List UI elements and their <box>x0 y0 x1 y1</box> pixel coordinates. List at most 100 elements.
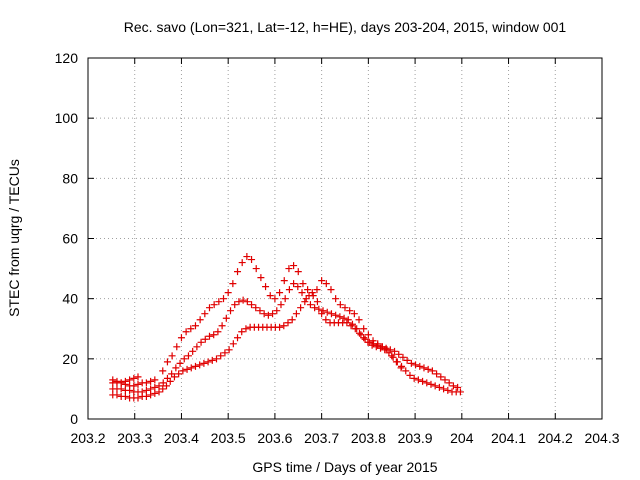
data-point <box>424 365 432 373</box>
data-point <box>416 362 424 370</box>
data-point <box>197 338 205 346</box>
data-point <box>260 310 268 318</box>
data-point <box>179 367 187 375</box>
data-point <box>238 259 246 267</box>
data-point <box>117 379 125 387</box>
x-tick-label: 203.5 <box>211 430 246 446</box>
data-point <box>155 388 163 396</box>
data-point <box>187 325 195 333</box>
data-point <box>315 305 323 313</box>
data-point <box>142 379 150 387</box>
y-tick-label: 20 <box>62 351 78 367</box>
chart-title: Rec. savo (Lon=321, Lat=-12, h=HE), days… <box>124 19 567 35</box>
data-point <box>225 346 233 354</box>
data-point <box>176 359 184 367</box>
data-point <box>215 298 223 306</box>
data-point <box>220 295 228 303</box>
data-point <box>273 307 281 315</box>
data-point <box>210 331 218 339</box>
data-point <box>147 385 155 393</box>
data-point <box>200 359 208 367</box>
data-point <box>117 385 125 393</box>
data-point <box>412 361 420 369</box>
data-point <box>266 292 274 300</box>
data-point <box>227 307 235 315</box>
data-point <box>142 386 150 394</box>
grid <box>88 58 602 419</box>
data-point <box>327 286 335 294</box>
data-point <box>284 319 292 327</box>
data-point <box>392 358 400 366</box>
data-point <box>196 361 204 369</box>
data-point <box>302 295 310 303</box>
data-point <box>218 322 226 330</box>
x-tick-label: 203.9 <box>398 430 433 446</box>
data-points <box>109 253 464 402</box>
axis-ticks <box>87 57 603 420</box>
data-point <box>437 373 445 381</box>
data-point <box>168 352 176 360</box>
data-point <box>301 298 309 306</box>
data-point <box>281 295 289 303</box>
data-point <box>388 352 396 360</box>
data-point <box>297 304 305 312</box>
data-point <box>397 364 405 372</box>
data-point <box>121 392 129 400</box>
data-point <box>313 298 321 306</box>
data-point <box>357 331 365 339</box>
data-point <box>229 280 237 288</box>
data-point <box>441 376 449 384</box>
data-point <box>435 383 443 391</box>
data-point <box>423 379 431 387</box>
data-point <box>242 325 250 333</box>
data-point <box>433 370 441 378</box>
x-tick-label: 204.3 <box>584 430 619 446</box>
data-point <box>205 332 213 340</box>
data-point <box>256 307 264 315</box>
data-point <box>159 379 167 387</box>
data-point <box>248 256 256 264</box>
data-point <box>294 283 302 291</box>
tick-labels: 203.2 203.3 203.4 203.5 203.6 203.7 203.8 203.9… <box>55 50 620 446</box>
data-point <box>319 307 327 315</box>
data-point <box>248 301 256 309</box>
x-tick-label: 203.2 <box>70 430 105 446</box>
data-point <box>277 301 285 309</box>
data-point <box>399 353 407 361</box>
y-tick-label: 60 <box>62 231 78 247</box>
data-point <box>113 391 121 399</box>
data-point <box>189 347 197 355</box>
data-point <box>147 377 155 385</box>
data-point <box>290 280 298 288</box>
data-point <box>184 352 192 360</box>
data-point <box>378 343 386 351</box>
data-point <box>428 367 436 375</box>
data-point <box>360 325 368 333</box>
data-point <box>285 286 293 294</box>
data-point <box>456 388 464 396</box>
x-tick-label: 204.2 <box>538 430 573 446</box>
data-point <box>151 389 159 397</box>
data-point <box>348 320 356 328</box>
data-point <box>175 370 183 378</box>
data-point <box>374 340 382 348</box>
data-point <box>126 376 134 384</box>
data-point <box>239 296 247 304</box>
data-point <box>336 301 344 309</box>
y-tick-label: 120 <box>55 50 79 66</box>
x-tick-label: 204.1 <box>491 430 526 446</box>
data-point <box>264 311 272 319</box>
data-point <box>163 382 171 390</box>
x-tick-label: 203.4 <box>164 430 199 446</box>
data-point <box>276 323 284 331</box>
data-point <box>234 268 242 276</box>
data-point <box>403 356 411 364</box>
data-point <box>271 295 279 303</box>
data-point <box>172 364 180 372</box>
data-point <box>193 343 201 351</box>
data-point <box>113 377 121 385</box>
data-point <box>355 329 363 337</box>
data-point <box>322 316 330 324</box>
data-point <box>365 338 373 346</box>
